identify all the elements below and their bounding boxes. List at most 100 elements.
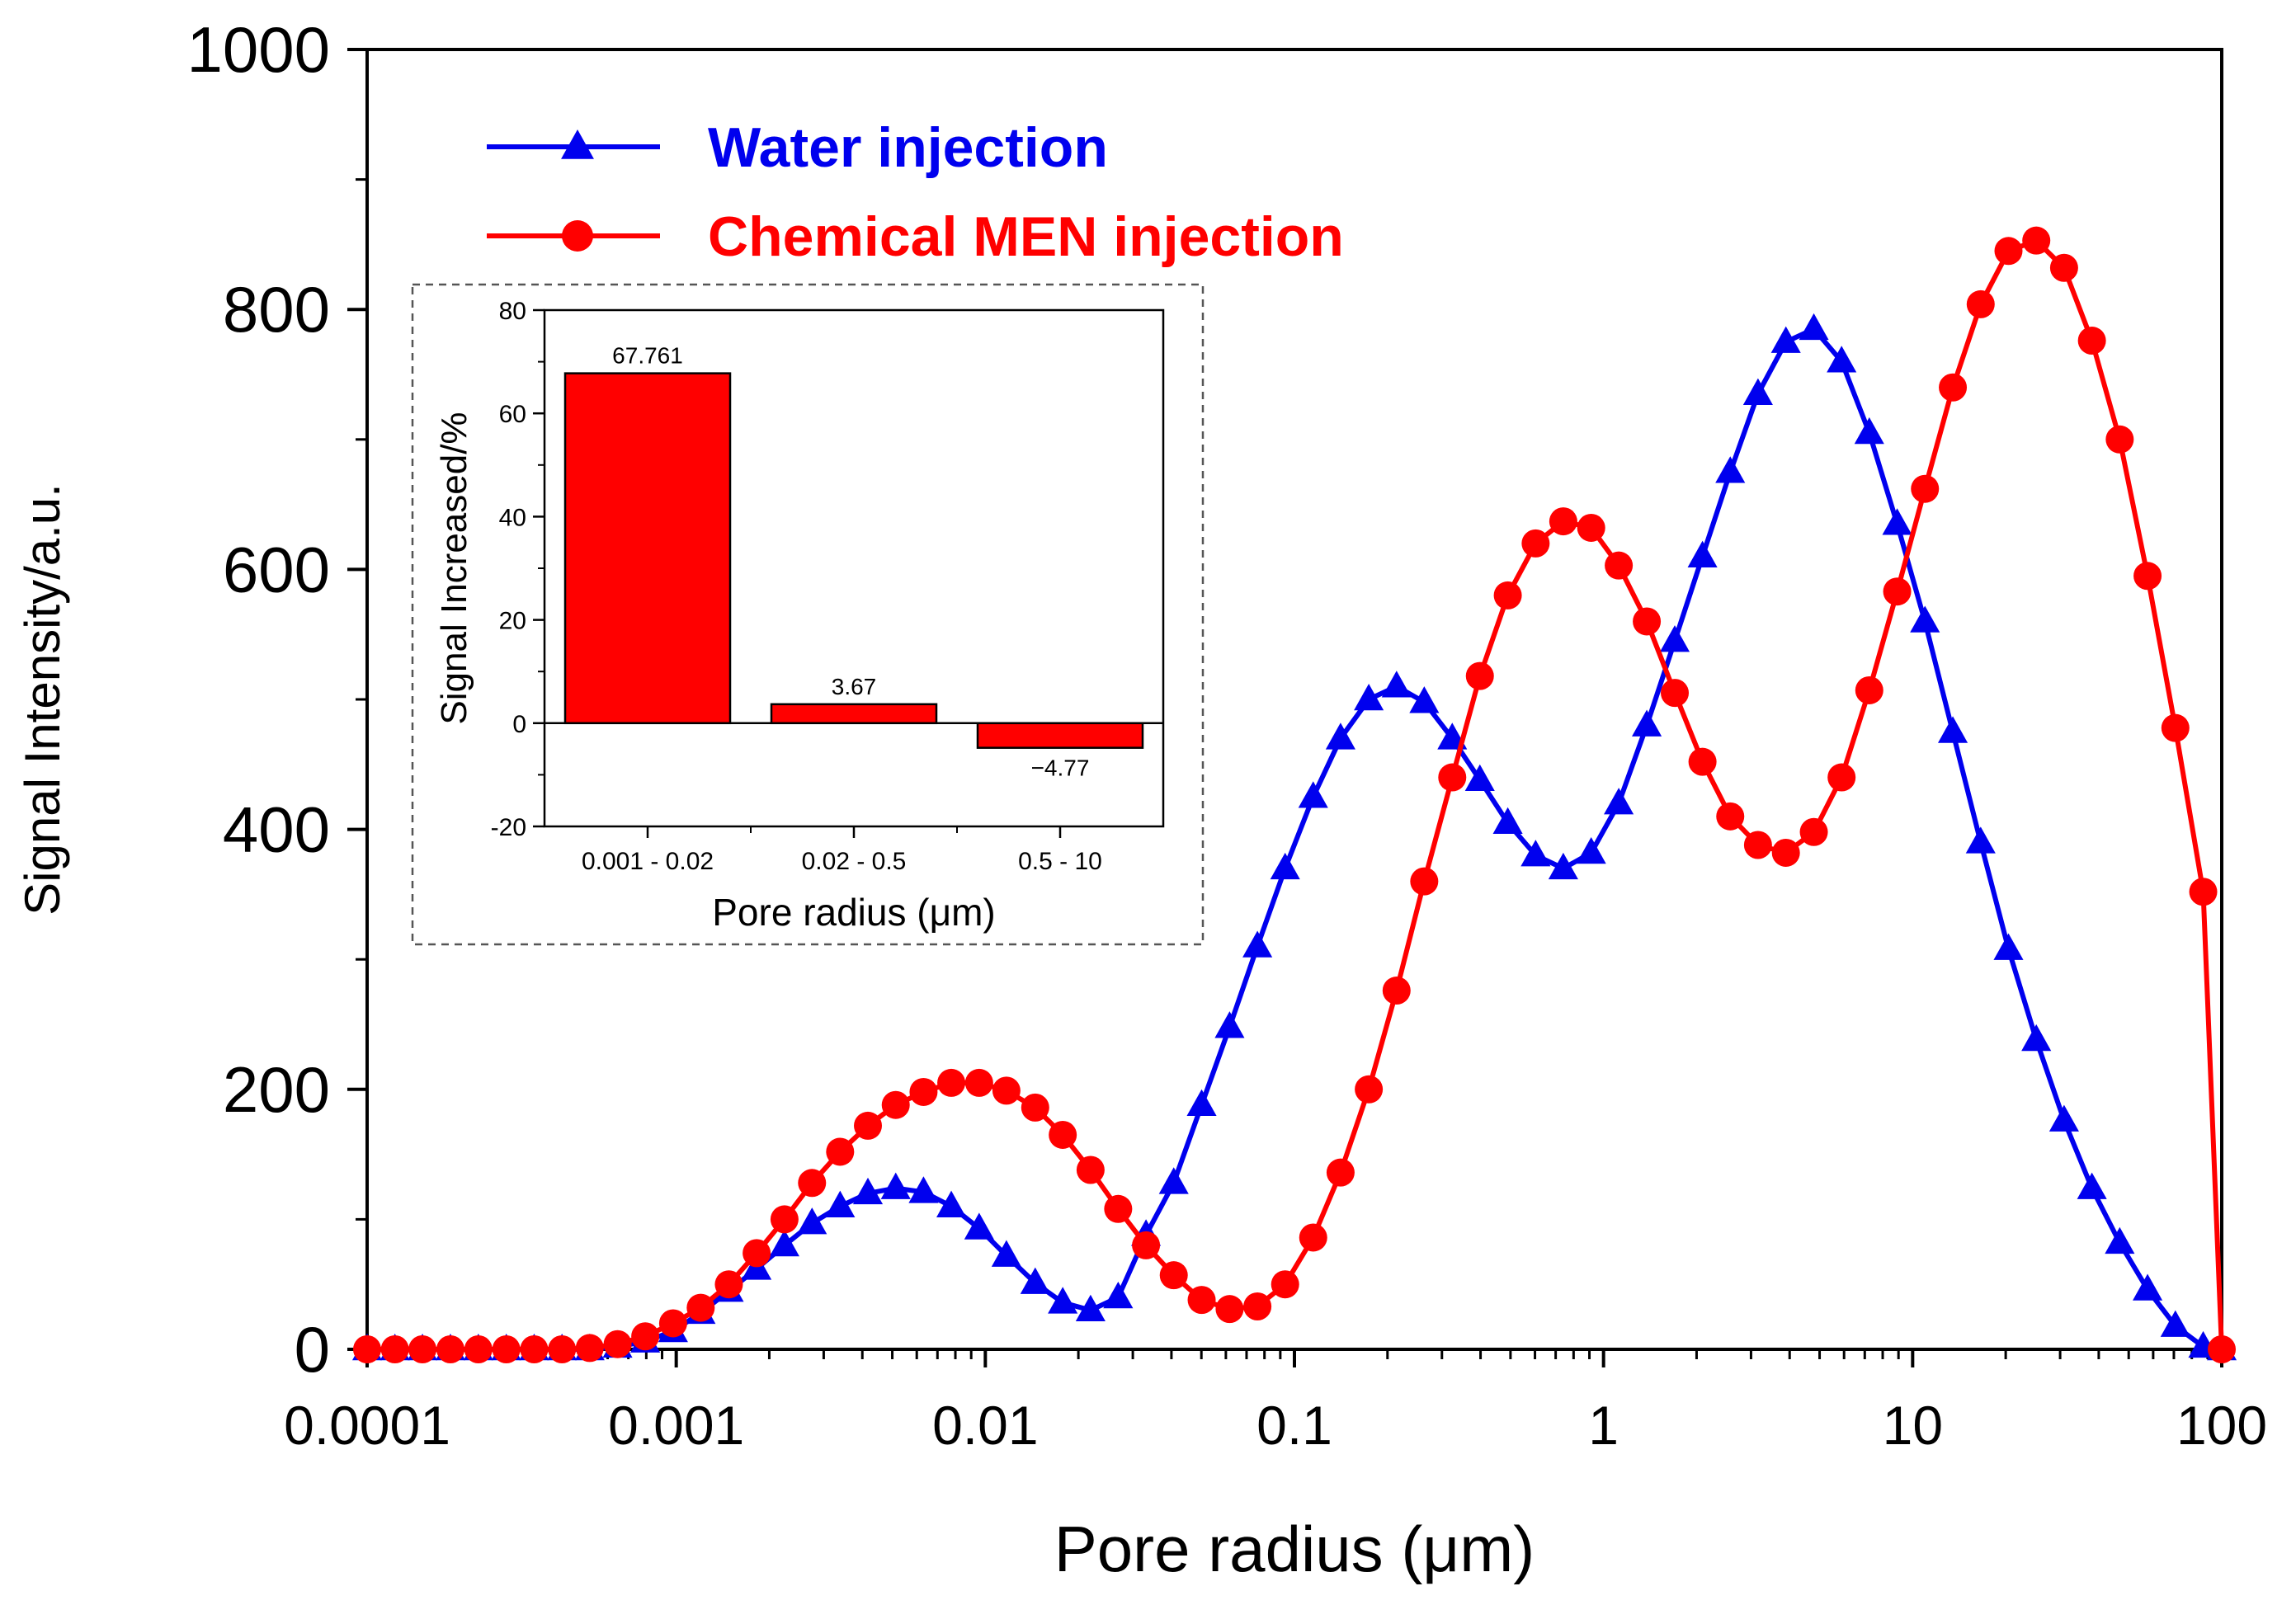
data-point-chemical-men-injection: [798, 1169, 827, 1198]
data-point-water-injection: [1381, 671, 1412, 698]
data-point-water-injection: [1409, 686, 1440, 713]
main-x-tick-label: 0.1: [1256, 1395, 1332, 1456]
data-point-chemical-men-injection: [1159, 1261, 1188, 1290]
data-point-water-injection: [1993, 933, 2024, 960]
main-y-tick-label: 600: [223, 533, 330, 605]
inset-chart: -20 0 20 40 60 80 0.001 - 0.02 0.02 - 0.5 0.5 -…: [411, 283, 1205, 946]
data-point-chemical-men-injection: [964, 1068, 993, 1097]
data-point-water-injection: [964, 1212, 994, 1240]
main-x-tick-label: 0.001: [608, 1395, 744, 1456]
data-point-chemical-men-injection: [826, 1137, 855, 1166]
data-point-chemical-men-injection: [714, 1270, 743, 1299]
legend: Water injection Chemical MEN injection: [487, 116, 1344, 268]
data-point-chemical-men-injection: [1688, 747, 1717, 776]
main-series-group: [351, 226, 2237, 1363]
data-point-water-injection: [1325, 722, 1355, 750]
data-point-chemical-men-injection: [1187, 1286, 1216, 1315]
data-point-water-injection: [2160, 1310, 2190, 1337]
data-point-water-injection: [1799, 313, 1829, 341]
data-point-chemical-men-injection: [1271, 1270, 1299, 1299]
data-point-water-injection: [2048, 1104, 2079, 1132]
data-point-chemical-men-injection: [1716, 802, 1745, 831]
main-y-tick-label: 200: [223, 1053, 330, 1126]
data-point-chemical-men-injection: [1382, 977, 1411, 1005]
inset-x-ticks: 0.001 - 0.02 0.02 - 0.5 0.5 - 10: [582, 826, 1102, 875]
inset-y-tick-label: 40: [499, 504, 526, 531]
data-point-chemical-men-injection: [1049, 1120, 1077, 1149]
data-point-chemical-men-injection: [1771, 838, 1800, 867]
data-point-chemical-men-injection: [1076, 1156, 1105, 1184]
data-point-chemical-men-injection: [1438, 763, 1467, 792]
data-point-water-injection: [852, 1177, 884, 1205]
inset-bar-value-label: 67.761: [612, 343, 683, 369]
data-point-chemical-men-injection: [631, 1322, 660, 1351]
data-point-chemical-men-injection: [1243, 1292, 1272, 1320]
data-point-water-injection: [1965, 826, 1996, 854]
data-point-chemical-men-injection: [1355, 1075, 1384, 1104]
data-point-chemical-men-injection: [992, 1076, 1021, 1105]
inset-y-tick-label: 0: [512, 711, 526, 738]
data-point-chemical-men-injection: [1827, 763, 1856, 792]
data-point-chemical-men-injection: [937, 1068, 966, 1097]
data-point-chemical-men-injection: [1883, 577, 1912, 606]
data-point-chemical-men-injection: [575, 1334, 604, 1363]
data-point-water-injection: [1910, 605, 1940, 633]
main-y-tick-label: 400: [223, 793, 330, 866]
legend-label-water-injection: Water injection: [708, 116, 1108, 179]
data-point-chemical-men-injection: [2077, 327, 2106, 355]
legend-swatch-marker-water: [561, 129, 594, 159]
data-point-water-injection: [908, 1176, 939, 1203]
data-point-water-injection: [1214, 1011, 1245, 1038]
data-point-chemical-men-injection: [1799, 817, 1828, 846]
data-point-chemical-men-injection: [1855, 675, 1883, 704]
data-point-chemical-men-injection: [408, 1335, 437, 1363]
data-point-water-injection: [880, 1172, 911, 1199]
inset-y-tick-label: 20: [499, 608, 526, 635]
data-point-water-injection: [2077, 1172, 2107, 1199]
inset-x-tick-label: 0.001 - 0.02: [582, 848, 714, 875]
inset-x-tick-label: 0.02 - 0.5: [802, 848, 907, 875]
data-point-chemical-men-injection: [2105, 425, 2134, 454]
inset-bars: 67.761 3.67 −4.77: [563, 343, 1144, 781]
data-point-water-injection: [1242, 930, 1273, 958]
data-point-water-injection: [2133, 1273, 2163, 1301]
inset-x-tick-label: 0.5 - 10: [1018, 848, 1102, 875]
data-point-chemical-men-injection: [1410, 867, 1439, 896]
data-point-water-injection: [991, 1240, 1021, 1267]
inset-dashed-border: [411, 283, 1205, 946]
data-point-chemical-men-injection: [881, 1090, 910, 1119]
data-point-water-injection: [1048, 1287, 1078, 1314]
main-x-tick-label: 0.01: [932, 1395, 1038, 1456]
data-point-chemical-men-injection: [1994, 237, 2023, 266]
data-point-chemical-men-injection: [1493, 581, 1522, 610]
data-point-chemical-men-injection: [548, 1335, 577, 1363]
main-x-tick-label: 1: [1588, 1395, 1619, 1456]
data-point-water-injection: [1548, 852, 1578, 880]
data-point-water-injection: [1492, 807, 1523, 835]
data-point-water-injection: [936, 1190, 967, 1217]
data-point-chemical-men-injection: [1104, 1194, 1133, 1223]
data-point-water-injection: [1354, 684, 1384, 711]
data-point-chemical-men-injection: [658, 1309, 687, 1338]
main-y-ticks: 0 200 400 600 800 1000: [186, 13, 367, 1386]
data-point-water-injection: [1770, 326, 1801, 353]
legend-swatch-marker-chemical: [562, 220, 593, 252]
data-point-water-injection: [1715, 456, 1746, 483]
data-point-chemical-men-injection: [1132, 1231, 1161, 1259]
data-point-water-injection: [1186, 1089, 1217, 1117]
data-point-water-injection: [1687, 540, 1718, 567]
data-point-water-injection: [825, 1190, 856, 1217]
inset-bar-value-label: −4.77: [1031, 755, 1090, 781]
data-point-chemical-men-injection: [2133, 562, 2162, 591]
data-point-water-injection: [1632, 709, 1662, 737]
data-point-water-injection: [1937, 716, 1968, 743]
main-x-ticks: 0.0001 0.001 0.01 0.1 1 10 100: [284, 1349, 2267, 1456]
data-point-water-injection: [1158, 1167, 1189, 1194]
data-point-chemical-men-injection: [436, 1335, 464, 1363]
data-point-chemical-men-injection: [353, 1335, 381, 1363]
data-point-water-injection: [1854, 417, 1884, 445]
inset-bar: [976, 722, 1144, 749]
data-point-water-injection: [2105, 1226, 2135, 1254]
inset-bar-value-label: 3.67: [832, 674, 877, 699]
